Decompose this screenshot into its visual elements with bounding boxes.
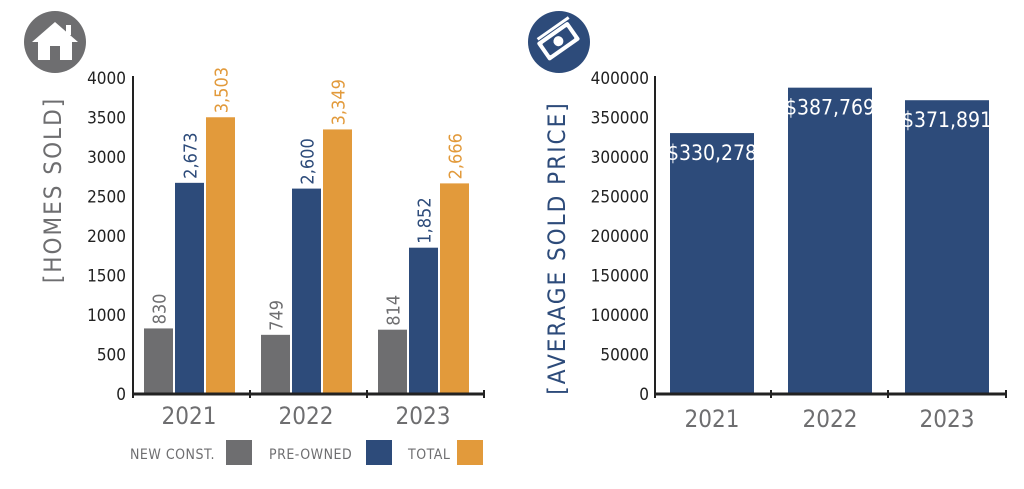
y-tick-label: 3500 [87,109,126,129]
data-label: 3,349 [329,79,350,125]
house-icon [24,11,86,73]
data-label: 2,673 [181,132,202,178]
data-label: 749 [267,300,288,331]
bar [206,117,235,394]
legend-label: PRE-OWNED [269,447,352,463]
legend-swatch [226,440,252,465]
y-tick-label: 1500 [87,267,126,287]
y-tick-label: 2000 [87,227,126,247]
bar [788,87,872,395]
bar [175,182,204,394]
homes-sold-chart: 0 500 1000 1500 2000 2500 3000 3500 4000 [HOMES S… [39,67,485,465]
y-tick-label: 3000 [87,148,126,168]
y-axis-title: [HOMES SOLD] [39,97,67,283]
y-tick-label: 4000 [87,69,126,89]
y-tick-label: 0 [116,385,126,405]
legend-label: TOTAL [407,447,450,463]
x-tick-label: 2023 [920,405,975,433]
bar [323,129,352,394]
y-tick-label: 1000 [87,306,126,326]
y-tick-label: 350000 [591,109,649,129]
data-label: 3,503 [212,67,233,113]
y-tick-label: 2500 [87,188,126,208]
y-tick-label: 250000 [591,188,649,208]
y-tick-label: 300000 [591,148,649,168]
average-price-chart: 0 50000 100000 150000 200000 250000 300000 3500… [543,69,1007,433]
data-label: 2,600 [298,138,319,184]
y-tick-label: 500 [97,346,126,366]
money-icon [528,11,590,73]
x-tick-label: 2023 [396,402,451,430]
y-tick-label: 50000 [600,346,649,366]
data-label: 2,666 [446,133,467,179]
y-tick-label: 150000 [591,267,649,287]
legend-label: NEW CONST. [130,447,215,463]
y-tick-label: 200000 [591,227,649,247]
bar [261,334,290,394]
x-tick-label: 2021 [162,402,217,430]
data-label: $330,278 [667,141,757,165]
y-tick-label: 0 [639,385,649,405]
bar [409,247,438,394]
data-label: 1,852 [415,197,436,243]
y-tick-label: 100000 [591,306,649,326]
bar [292,188,321,394]
y-axis-title: [AVERAGE SOLD PRICE] [543,101,571,394]
legend-swatch [366,440,392,465]
x-tick-label: 2022 [803,405,858,433]
y-tick-label: 400000 [591,69,649,89]
data-label: $371,891 [902,108,992,132]
data-label: 830 [150,294,171,325]
data-label: $387,769 [785,96,875,120]
bar [905,100,989,394]
x-tick-label: 2022 [279,402,334,430]
bar [144,328,173,394]
bar [440,183,469,394]
x-tick-label: 2021 [685,405,740,433]
bar [378,329,407,394]
bar [670,133,754,394]
legend-swatch [457,440,483,465]
data-label: 814 [384,295,405,326]
